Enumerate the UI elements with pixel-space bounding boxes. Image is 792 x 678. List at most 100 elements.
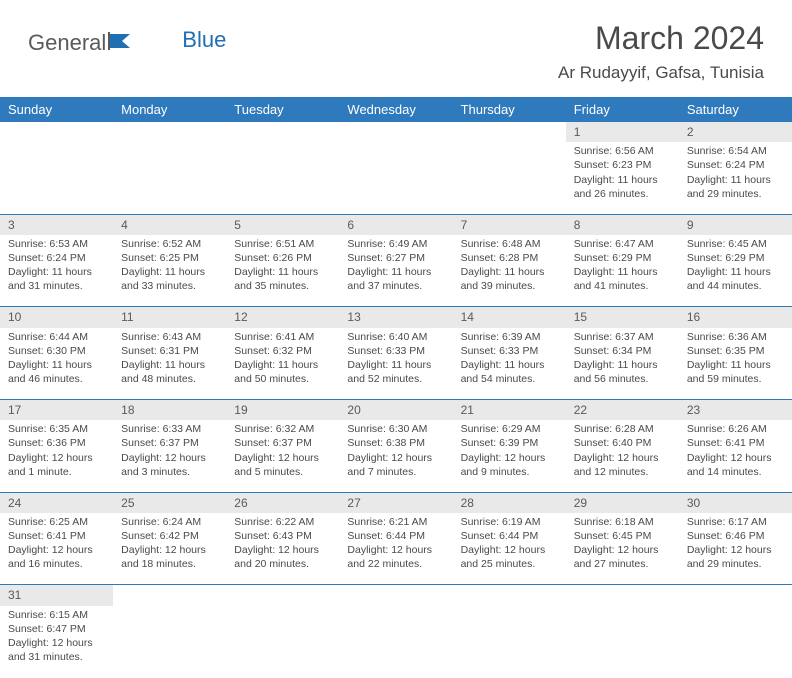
day-number: 27 [339,492,452,513]
day-number [339,122,452,142]
daylight-text: Daylight: 11 hours and 54 minutes. [461,358,558,386]
daylight-text: Daylight: 12 hours and 18 minutes. [121,543,218,571]
day-cell: Sunrise: 6:18 AMSunset: 6:45 PMDaylight:… [566,513,679,585]
sunrise-text: Sunrise: 6:54 AM [687,144,784,158]
daylight-text: Daylight: 12 hours and 14 minutes. [687,451,784,479]
week-row: Sunrise: 6:15 AMSunset: 6:47 PMDaylight:… [0,606,792,678]
sunrise-text: Sunrise: 6:21 AM [347,515,444,529]
day-cell: Sunrise: 6:17 AMSunset: 6:46 PMDaylight:… [679,513,792,585]
sunrise-text: Sunrise: 6:17 AM [687,515,784,529]
day-cell: Sunrise: 6:22 AMSunset: 6:43 PMDaylight:… [226,513,339,585]
day-header: Sunday [0,97,113,122]
sunrise-text: Sunrise: 6:44 AM [8,330,105,344]
logo-text-2: Blue [182,27,226,53]
sunset-text: Sunset: 6:29 PM [687,251,784,265]
daylight-text: Daylight: 11 hours and 29 minutes. [687,173,784,201]
sunset-text: Sunset: 6:24 PM [687,158,784,172]
title-block: March 2024 Ar Rudayyif, Gafsa, Tunisia [558,20,764,83]
sunrise-text: Sunrise: 6:33 AM [121,422,218,436]
day-cell: Sunrise: 6:32 AMSunset: 6:37 PMDaylight:… [226,420,339,492]
day-number: 13 [339,307,452,328]
week-row: Sunrise: 6:53 AMSunset: 6:24 PMDaylight:… [0,235,792,307]
sunset-text: Sunset: 6:43 PM [234,529,331,543]
day-number-row: 31 [0,585,792,606]
day-cell: Sunrise: 6:48 AMSunset: 6:28 PMDaylight:… [453,235,566,307]
daylight-text: Daylight: 12 hours and 16 minutes. [8,543,105,571]
daylight-text: Daylight: 12 hours and 5 minutes. [234,451,331,479]
page-title: March 2024 [558,20,764,57]
day-number: 19 [226,400,339,421]
day-cell: Sunrise: 6:25 AMSunset: 6:41 PMDaylight:… [0,513,113,585]
sunset-text: Sunset: 6:45 PM [574,529,671,543]
daylight-text: Daylight: 11 hours and 41 minutes. [574,265,671,293]
daylight-text: Daylight: 11 hours and 39 minutes. [461,265,558,293]
sunrise-text: Sunrise: 6:32 AM [234,422,331,436]
day-cell [453,142,566,214]
day-number: 24 [0,492,113,513]
sunrise-text: Sunrise: 6:40 AM [347,330,444,344]
sunrise-text: Sunrise: 6:43 AM [121,330,218,344]
daylight-text: Daylight: 11 hours and 35 minutes. [234,265,331,293]
day-cell: Sunrise: 6:44 AMSunset: 6:30 PMDaylight:… [0,328,113,400]
sunset-text: Sunset: 6:47 PM [8,622,105,636]
day-cell [566,606,679,678]
day-cell: Sunrise: 6:28 AMSunset: 6:40 PMDaylight:… [566,420,679,492]
day-cell [113,142,226,214]
day-number: 5 [226,214,339,235]
sunset-text: Sunset: 6:44 PM [347,529,444,543]
daylight-text: Daylight: 12 hours and 12 minutes. [574,451,671,479]
sunrise-text: Sunrise: 6:51 AM [234,237,331,251]
sunrise-text: Sunrise: 6:47 AM [574,237,671,251]
day-cell [339,606,452,678]
sunset-text: Sunset: 6:28 PM [461,251,558,265]
day-number [226,122,339,142]
sunset-text: Sunset: 6:29 PM [574,251,671,265]
day-cell: Sunrise: 6:26 AMSunset: 6:41 PMDaylight:… [679,420,792,492]
sunset-text: Sunset: 6:41 PM [8,529,105,543]
day-number-row: 12 [0,122,792,142]
sunrise-text: Sunrise: 6:41 AM [234,330,331,344]
day-number: 29 [566,492,679,513]
day-number: 18 [113,400,226,421]
daylight-text: Daylight: 12 hours and 31 minutes. [8,636,105,664]
sunrise-text: Sunrise: 6:15 AM [8,608,105,622]
day-number: 1 [566,122,679,142]
day-number-row: 10111213141516 [0,307,792,328]
daylight-text: Daylight: 12 hours and 9 minutes. [461,451,558,479]
daylight-text: Daylight: 11 hours and 59 minutes. [687,358,784,386]
day-cell [226,606,339,678]
sunset-text: Sunset: 6:44 PM [461,529,558,543]
sunset-text: Sunset: 6:37 PM [121,436,218,450]
daylight-text: Daylight: 12 hours and 3 minutes. [121,451,218,479]
sunrise-text: Sunrise: 6:36 AM [687,330,784,344]
day-cell: Sunrise: 6:56 AMSunset: 6:23 PMDaylight:… [566,142,679,214]
day-cell: Sunrise: 6:51 AMSunset: 6:26 PMDaylight:… [226,235,339,307]
day-cell: Sunrise: 6:19 AMSunset: 6:44 PMDaylight:… [453,513,566,585]
day-number: 30 [679,492,792,513]
daylight-text: Daylight: 11 hours and 31 minutes. [8,265,105,293]
sunset-text: Sunset: 6:38 PM [347,436,444,450]
daylight-text: Daylight: 12 hours and 27 minutes. [574,543,671,571]
daylight-text: Daylight: 11 hours and 44 minutes. [687,265,784,293]
day-number: 2 [679,122,792,142]
day-number [113,122,226,142]
sunrise-text: Sunrise: 6:56 AM [574,144,671,158]
sunrise-text: Sunrise: 6:52 AM [121,237,218,251]
day-cell: Sunrise: 6:29 AMSunset: 6:39 PMDaylight:… [453,420,566,492]
daylight-text: Daylight: 12 hours and 7 minutes. [347,451,444,479]
sunrise-text: Sunrise: 6:39 AM [461,330,558,344]
sunrise-text: Sunrise: 6:48 AM [461,237,558,251]
day-cell: Sunrise: 6:49 AMSunset: 6:27 PMDaylight:… [339,235,452,307]
flag-icon [108,30,134,56]
day-number: 8 [566,214,679,235]
sunset-text: Sunset: 6:25 PM [121,251,218,265]
day-number-row: 24252627282930 [0,492,792,513]
day-number: 25 [113,492,226,513]
day-cell: Sunrise: 6:52 AMSunset: 6:25 PMDaylight:… [113,235,226,307]
daylight-text: Daylight: 12 hours and 22 minutes. [347,543,444,571]
sunrise-text: Sunrise: 6:35 AM [8,422,105,436]
day-number: 11 [113,307,226,328]
day-cell: Sunrise: 6:43 AMSunset: 6:31 PMDaylight:… [113,328,226,400]
week-row: Sunrise: 6:56 AMSunset: 6:23 PMDaylight:… [0,142,792,214]
day-number [0,122,113,142]
